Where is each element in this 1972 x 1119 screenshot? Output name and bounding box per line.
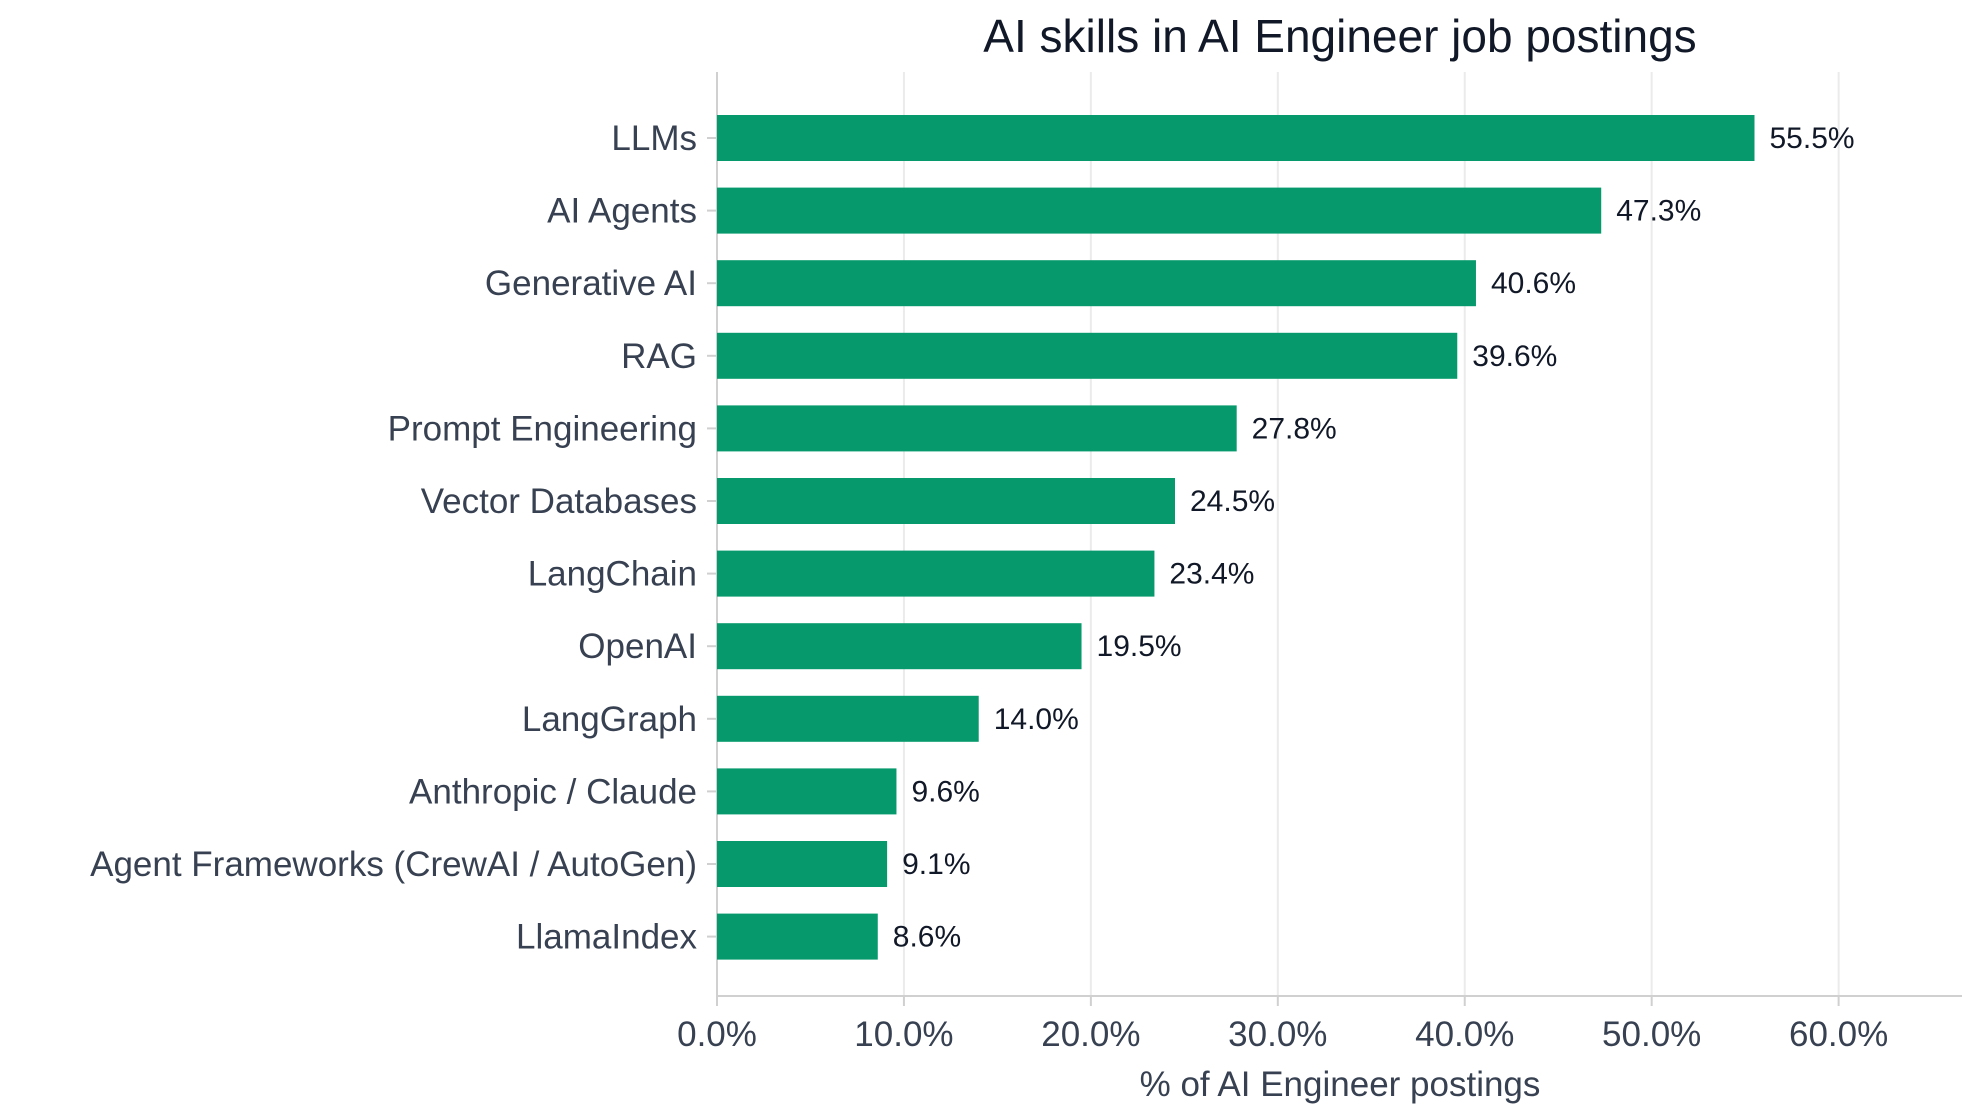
- x-tick-label: 20.0%: [1041, 1015, 1140, 1054]
- value-label: 14.0%: [994, 703, 1079, 736]
- bar: [717, 768, 897, 815]
- value-label: 55.5%: [1770, 122, 1855, 155]
- x-axis-title: % of AI Engineer postings: [1140, 1065, 1541, 1104]
- value-label: 9.6%: [911, 775, 979, 808]
- x-tick-label: 0.0%: [677, 1015, 757, 1054]
- category-label: OpenAI: [578, 627, 697, 666]
- bar: [717, 550, 1155, 597]
- x-tick-label: 30.0%: [1228, 1015, 1327, 1054]
- category-label: Vector Databases: [421, 482, 697, 521]
- value-label: 19.5%: [1097, 630, 1182, 663]
- value-label: 47.3%: [1616, 195, 1701, 228]
- x-tick-label: 60.0%: [1789, 1015, 1888, 1054]
- bar: [717, 841, 888, 887]
- bars: [717, 115, 1755, 960]
- value-label: 39.6%: [1472, 340, 1557, 373]
- value-label: 27.8%: [1252, 412, 1337, 445]
- labels: 0.0% 10.0% 20.0% 30.0% 40.0% 50.0% 60.0% LLMs 55…: [90, 119, 1888, 1054]
- value-label: 8.6%: [893, 921, 961, 954]
- bar: [717, 332, 1458, 379]
- category-label: Anthropic / Claude: [409, 772, 697, 811]
- category-label: LangChain: [528, 555, 697, 594]
- value-label: 9.1%: [902, 848, 970, 881]
- bar: [717, 115, 1755, 161]
- category-label: Agent Frameworks (CrewAI / AutoGen): [90, 845, 697, 884]
- category-label: RAG: [621, 337, 697, 376]
- category-label: LLMs: [611, 119, 697, 158]
- x-tick-label: 10.0%: [854, 1015, 953, 1054]
- value-label: 23.4%: [1169, 558, 1254, 591]
- x-tick-label: 50.0%: [1602, 1015, 1701, 1054]
- category-label: Prompt Engineering: [388, 409, 697, 448]
- bar: [717, 913, 878, 960]
- bar: [717, 405, 1237, 452]
- value-label: 24.5%: [1190, 485, 1275, 518]
- bar: [717, 260, 1476, 307]
- category-label: LangGraph: [522, 700, 697, 739]
- chart-title: AI skills in AI Engineer job postings: [983, 10, 1696, 62]
- value-label: 40.6%: [1491, 267, 1576, 300]
- bar: [717, 187, 1602, 234]
- category-label: Generative AI: [485, 264, 697, 303]
- bar: [717, 623, 1082, 670]
- category-label: LlamaIndex: [516, 918, 697, 957]
- bar: [717, 478, 1175, 524]
- x-tick-label: 40.0%: [1415, 1015, 1514, 1054]
- category-label: AI Agents: [547, 192, 697, 231]
- bar: [717, 695, 979, 742]
